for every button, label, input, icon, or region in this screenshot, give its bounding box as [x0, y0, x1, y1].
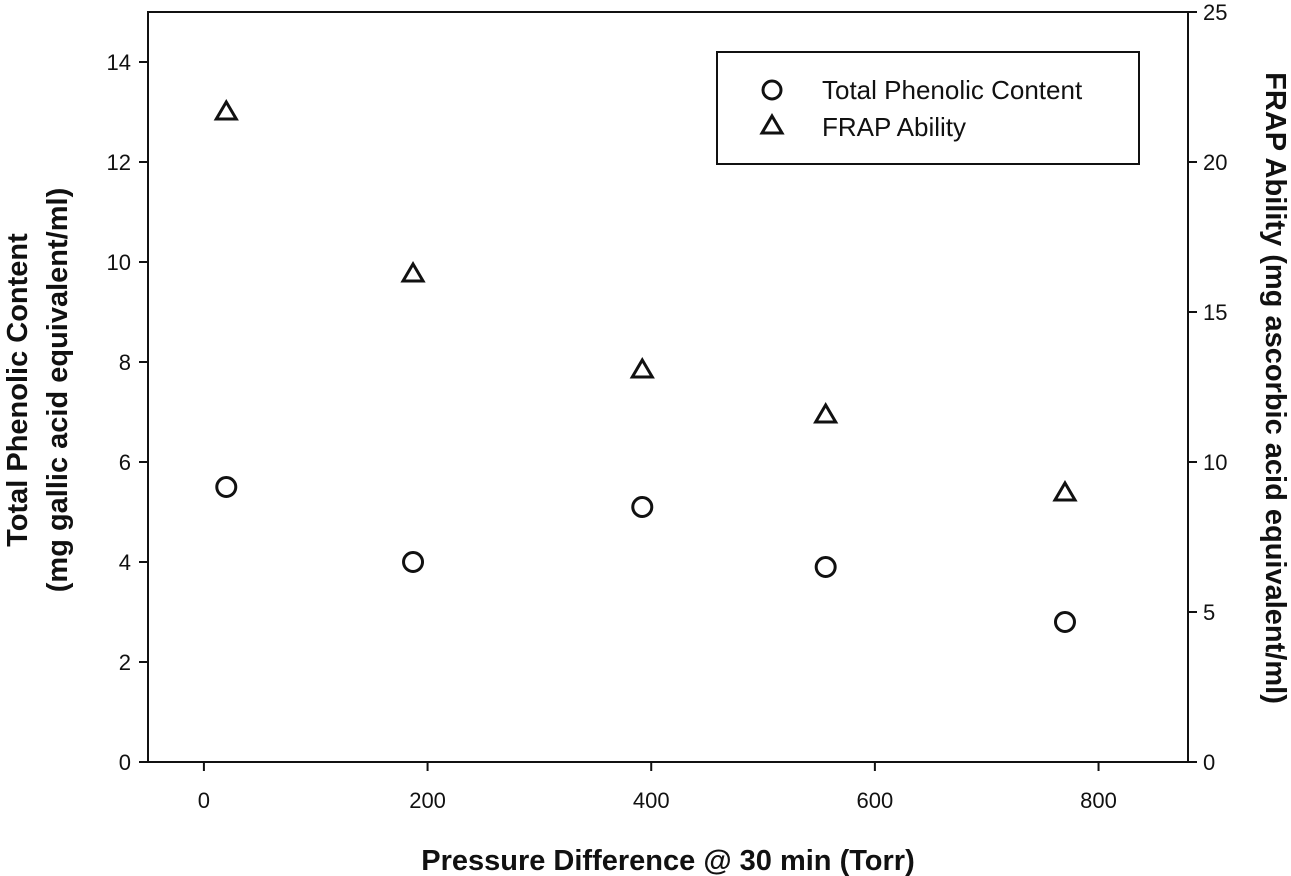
frap-ability-point	[213, 99, 239, 121]
x-tick-label: 800	[1080, 788, 1117, 813]
left-y-axis-ticks: 0 2 4 6 8 10 12 14	[107, 50, 148, 775]
legend-triangle-marker	[759, 113, 785, 135]
plot-frame	[147, 11, 1189, 763]
right-y-tick-label: 25	[1203, 0, 1227, 25]
total-phenolic-point	[1053, 611, 1076, 633]
x-tick-label: 200	[409, 788, 446, 813]
x-tick-label: 600	[857, 788, 894, 813]
left-y-tick-label: 14	[107, 50, 131, 75]
left-y-tick-label: 10	[107, 250, 131, 275]
right-y-tick-label: 20	[1203, 150, 1227, 175]
legend: Total Phenolic Content FRAP Ability	[716, 51, 1140, 165]
right-y-tick-label: 10	[1203, 450, 1227, 475]
right-y-axis-ticks: 0 5 10 15 20 25	[1188, 0, 1227, 775]
total-phenolic-point	[402, 551, 425, 573]
total-phenolic-point	[814, 556, 837, 578]
left-y-axis-subtitle: (mg gallic acid equivalent/ml)	[42, 188, 74, 593]
total-phenolic-point	[631, 496, 654, 518]
total-phenolic-point	[215, 476, 238, 498]
data-points	[213, 99, 1078, 633]
x-tick-label: 0	[198, 788, 210, 813]
left-y-tick-label: 6	[119, 450, 131, 475]
left-y-tick-label: 12	[107, 150, 131, 175]
left-y-axis-title: Total Phenolic Content	[2, 233, 34, 547]
left-y-tick-label: 4	[119, 550, 131, 575]
right-y-tick-label: 0	[1203, 750, 1215, 775]
right-y-tick-label: 5	[1203, 600, 1215, 625]
right-y-tick-label: 15	[1203, 300, 1227, 325]
frap-ability-point	[1052, 480, 1078, 502]
left-y-tick-label: 2	[119, 650, 131, 675]
x-axis-title: Pressure Difference @ 30 min (Torr)	[421, 845, 915, 876]
legend-label-total-phenolic: Total Phenolic Content	[822, 75, 1083, 105]
frap-ability-point	[400, 261, 426, 283]
legend-circle-marker	[761, 79, 783, 101]
frap-ability-point	[629, 357, 655, 379]
left-y-tick-label: 8	[119, 350, 131, 375]
frap-ability-point	[813, 402, 839, 424]
right-y-axis-title: FRAP Ability (mg ascorbic acid equivalen…	[1259, 72, 1291, 704]
legend-box	[716, 51, 1140, 165]
legend-label-frap: FRAP Ability	[822, 112, 966, 142]
x-tick-label: 400	[633, 788, 670, 813]
x-axis-ticks: 0 200 400 600 800	[198, 762, 1117, 813]
left-y-tick-label: 0	[119, 750, 131, 775]
